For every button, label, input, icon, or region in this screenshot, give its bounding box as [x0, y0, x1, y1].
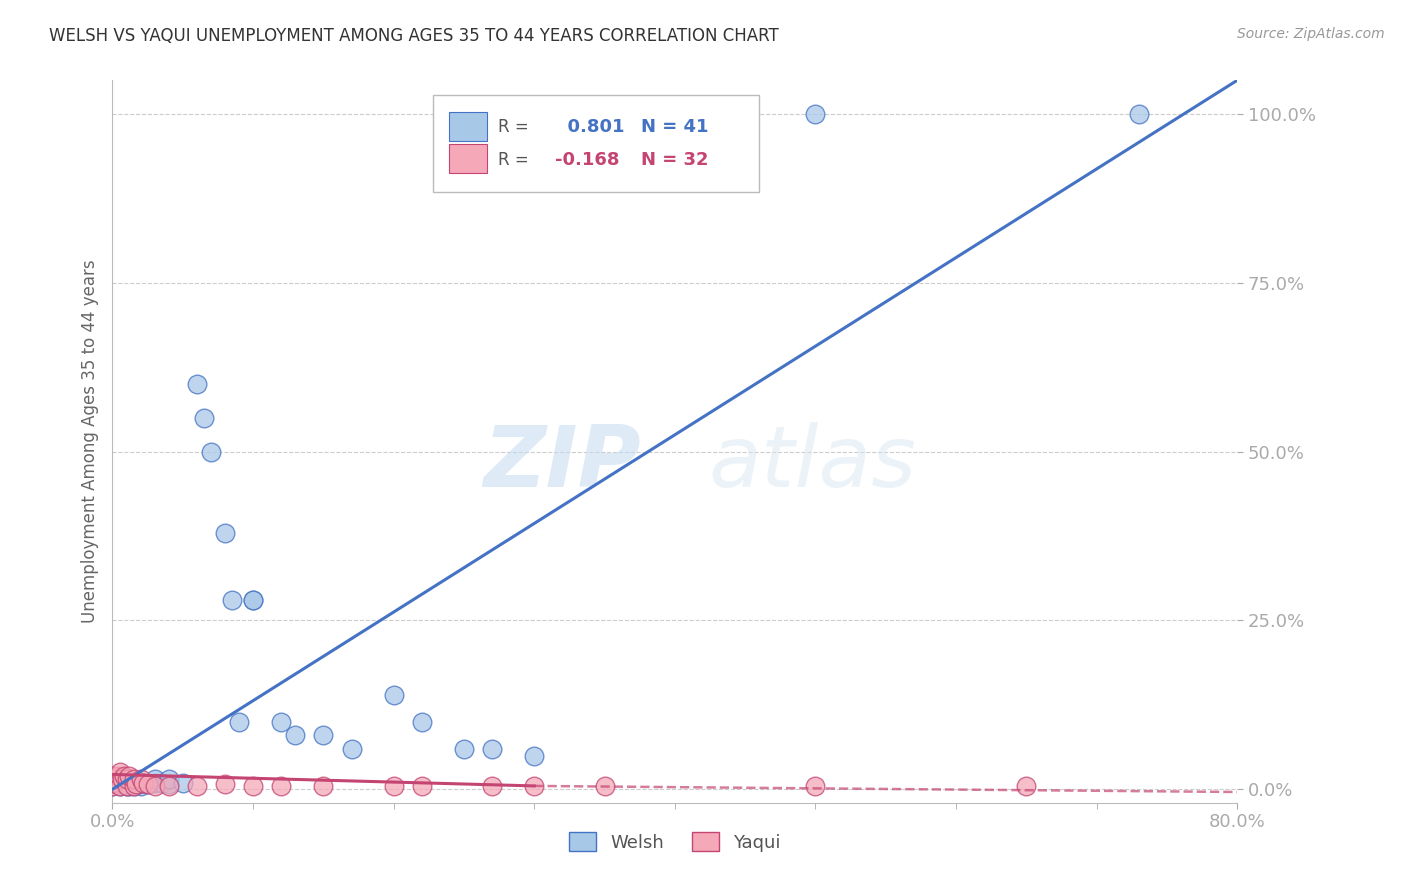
Point	[115, 777, 138, 791]
Text: Source: ZipAtlas.com: Source: ZipAtlas.com	[1237, 27, 1385, 41]
Text: N = 32: N = 32	[641, 151, 709, 169]
Point	[129, 779, 152, 793]
Point	[411, 714, 433, 729]
Point	[143, 772, 166, 787]
Point	[523, 748, 546, 763]
Point	[136, 777, 159, 791]
Point	[108, 765, 131, 780]
Point	[270, 779, 292, 793]
Point	[593, 779, 616, 793]
Point	[453, 741, 475, 756]
Point	[127, 777, 149, 791]
Point	[270, 714, 292, 729]
Point	[157, 777, 180, 791]
Text: WELSH VS YAQUI UNEMPLOYMENT AMONG AGES 35 TO 44 YEARS CORRELATION CHART: WELSH VS YAQUI UNEMPLOYMENT AMONG AGES 3…	[49, 27, 779, 45]
Point	[312, 779, 335, 793]
Point	[382, 688, 405, 702]
Point	[115, 779, 138, 793]
Point	[228, 714, 250, 729]
Point	[382, 779, 405, 793]
Point	[101, 775, 124, 789]
Point	[115, 779, 138, 793]
Point	[636, 107, 658, 121]
Point	[157, 779, 180, 793]
Point	[129, 772, 152, 787]
Point	[115, 772, 138, 787]
Point	[242, 779, 264, 793]
Point	[221, 593, 243, 607]
Point	[172, 775, 194, 789]
Point	[122, 772, 145, 787]
Point	[186, 377, 208, 392]
Point	[214, 525, 236, 540]
Point	[118, 769, 141, 783]
Point	[105, 769, 128, 783]
Point	[523, 779, 546, 793]
Point	[157, 772, 180, 787]
Point	[214, 777, 236, 791]
Point	[411, 779, 433, 793]
Text: atlas: atlas	[709, 422, 917, 505]
Point	[143, 779, 166, 793]
Point	[125, 777, 148, 791]
Point	[804, 107, 827, 121]
Point	[112, 769, 135, 783]
Point	[132, 775, 155, 789]
Point	[122, 779, 145, 793]
Legend: Welsh, Yaqui: Welsh, Yaqui	[562, 825, 787, 859]
Point	[312, 728, 335, 742]
Point	[242, 593, 264, 607]
Point	[284, 728, 307, 742]
Text: R =: R =	[498, 151, 534, 169]
FancyBboxPatch shape	[433, 95, 759, 193]
Point	[108, 779, 131, 793]
Point	[108, 779, 131, 793]
Y-axis label: Unemployment Among Ages 35 to 44 years: Unemployment Among Ages 35 to 44 years	[80, 260, 98, 624]
Point	[118, 779, 141, 793]
Point	[101, 769, 124, 783]
Point	[122, 775, 145, 789]
Text: ZIP: ZIP	[484, 422, 641, 505]
Point	[111, 772, 134, 787]
Point	[186, 779, 208, 793]
Point	[104, 772, 127, 787]
Point	[340, 741, 363, 756]
Text: R =: R =	[498, 118, 534, 136]
Point	[242, 593, 264, 607]
Point	[129, 775, 152, 789]
Point	[143, 775, 166, 789]
Point	[804, 779, 827, 793]
Point	[136, 777, 159, 791]
Text: N = 41: N = 41	[641, 118, 709, 136]
Point	[193, 411, 215, 425]
Point	[481, 779, 503, 793]
Point	[150, 775, 173, 789]
Point	[122, 779, 145, 793]
Point	[200, 444, 222, 458]
Point	[101, 775, 124, 789]
Point	[481, 741, 503, 756]
Point	[112, 777, 135, 791]
Point	[1128, 107, 1150, 121]
Point	[101, 779, 124, 793]
Point	[101, 779, 124, 793]
Text: -0.168: -0.168	[554, 151, 619, 169]
Point	[1015, 779, 1038, 793]
Text: 0.801: 0.801	[554, 118, 624, 136]
Point	[132, 775, 155, 789]
FancyBboxPatch shape	[449, 112, 486, 141]
Point	[108, 775, 131, 789]
FancyBboxPatch shape	[449, 144, 486, 173]
